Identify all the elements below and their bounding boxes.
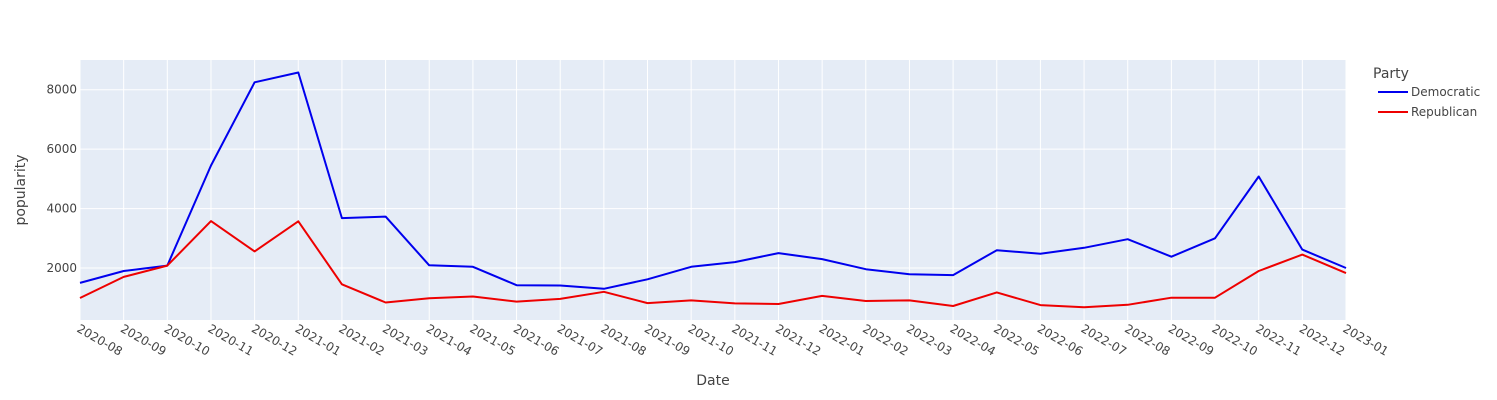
y-tick-label: 8000 xyxy=(46,83,77,97)
x-tick-label: 2022-05 xyxy=(991,321,1041,358)
y-tick-label: 4000 xyxy=(46,202,77,216)
x-tick-label: 2020-08 xyxy=(75,321,125,358)
x-tick-label: 2022-09 xyxy=(1166,321,1216,358)
x-tick-label: 2020-10 xyxy=(162,321,212,358)
series-lines xyxy=(79,71,1347,309)
y-tick-label: 6000 xyxy=(46,142,77,156)
y-tick-labels: 2000 4000 6000 8000 xyxy=(46,83,77,275)
x-tick-label: 2021-11 xyxy=(729,321,779,358)
x-tick-label: 2022-03 xyxy=(904,321,954,358)
x-tick-label: 2022-08 xyxy=(1122,321,1172,358)
x-tick-label: 2022-07 xyxy=(1079,321,1129,358)
x-tick-label: 2021-12 xyxy=(773,321,823,358)
y-tick-label: 2000 xyxy=(46,261,77,275)
x-tick-label: 2021-09 xyxy=(642,321,692,358)
x-tick-label: 2021-08 xyxy=(598,321,648,358)
legend-title: Party xyxy=(1373,66,1409,82)
x-tick-label: 2021-05 xyxy=(467,321,517,358)
legend: Party Democratic Republican xyxy=(1373,66,1480,119)
x-tick-label: 2021-04 xyxy=(424,321,474,358)
x-tick-label: 2022-11 xyxy=(1253,321,1303,358)
grid-lines xyxy=(79,60,1347,320)
series-line-democratic xyxy=(79,71,1347,290)
x-tick-label: 2020-11 xyxy=(205,321,255,358)
x-tick-label: 2022-06 xyxy=(1035,321,1085,358)
series-line-republican xyxy=(79,220,1347,309)
x-tick-label: 2022-04 xyxy=(948,321,998,358)
y-axis-title: popularity xyxy=(13,154,29,225)
x-tick-label: 2020-12 xyxy=(249,321,299,358)
x-tick-label: 2021-03 xyxy=(380,321,430,358)
x-tick-label: 2023-01 xyxy=(1341,321,1391,358)
x-tick-label: 2021-10 xyxy=(686,321,736,358)
x-tick-label: 2021-07 xyxy=(555,321,605,358)
x-tick-label: 2021-01 xyxy=(293,321,343,358)
legend-item-republican[interactable]: Republican xyxy=(1411,105,1477,119)
x-axis-title: Date xyxy=(696,373,729,389)
x-tick-label: 2022-10 xyxy=(1210,321,1260,358)
x-tick-labels: 2020-082020-092020-102020-112020-122021-… xyxy=(75,321,1391,358)
plot-area xyxy=(80,60,1346,320)
x-tick-label: 2021-06 xyxy=(511,321,561,358)
x-tick-label: 2021-02 xyxy=(336,321,386,358)
x-tick-label: 2022-01 xyxy=(817,321,867,358)
x-tick-label: 2022-12 xyxy=(1297,321,1347,358)
legend-item-democratic[interactable]: Democratic xyxy=(1411,85,1480,99)
x-tick-label: 2022-02 xyxy=(860,321,910,358)
x-tick-label: 2020-09 xyxy=(118,321,168,358)
